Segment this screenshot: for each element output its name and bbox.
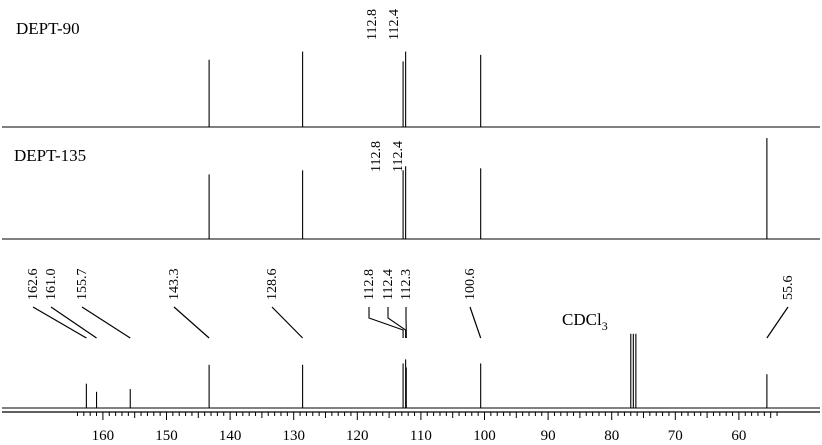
dept135-peak-labels: 112.8 112.4 [369, 141, 406, 172]
peak-label: 112.8 [362, 269, 377, 300]
peak-marker [368, 307, 404, 338]
peak-label: 100.6 [463, 269, 478, 301]
peak-marker [32, 306, 87, 339]
x-axis-tick-labels: 160 150 140 130 120 110 100 90 80 70 60 [92, 428, 747, 444]
peak-label: 128.6 [265, 269, 280, 301]
x-tick-label: 90 [541, 428, 556, 444]
peak-label: 112.4 [381, 269, 396, 300]
peak-label: 112.8 [369, 141, 384, 172]
x-tick-label: 160 [92, 428, 115, 444]
carbon13-panel: 162.6 161.0 155.7 143.3 128.6 112.8 112.4 112.3… [2, 269, 820, 409]
dept135-panel: DEPT-135 112.8 112.4 [2, 138, 820, 240]
peak-label: 112.8 [365, 9, 380, 40]
peak-label: 162.6 [26, 269, 41, 301]
x-tick-label: 70 [668, 428, 683, 444]
peak-marker [50, 306, 97, 339]
x-axis-ticks [76, 412, 778, 420]
x-tick-label: 60 [731, 428, 746, 444]
x-tick-label: 100 [473, 428, 496, 444]
peak-label: 155.7 [75, 269, 90, 301]
peak-label: 112.3 [399, 269, 414, 300]
solvent-label: CDCl3 [562, 310, 608, 333]
carbon13-peak-markers [32, 306, 789, 339]
peak-label: 143.3 [167, 269, 182, 301]
x-tick-label: 140 [219, 428, 242, 444]
x-tick-label: 150 [155, 428, 178, 444]
x-tick-label: 130 [282, 428, 305, 444]
dept90-peak-labels: 112.8 112.4 [365, 9, 402, 40]
dept90-title: DEPT-90 [16, 19, 80, 38]
peak-marker [387, 307, 407, 338]
peak-marker [173, 306, 210, 339]
peak-marker [81, 306, 131, 339]
dept90-panel: DEPT-90 112.8 112.4 [2, 9, 820, 128]
peak-label: 161.0 [44, 269, 59, 301]
x-tick-label: 80 [604, 428, 619, 444]
peak-label: 55.6 [781, 276, 796, 301]
dept135-title: DEPT-135 [14, 146, 86, 165]
carbon13-peaks [85, 333, 768, 408]
dept90-peaks [208, 51, 482, 127]
x-axis: 160 150 140 130 120 110 100 90 80 70 60 [2, 411, 820, 444]
peak-marker [766, 306, 789, 339]
peak-marker [271, 306, 304, 339]
x-tick-label: 120 [346, 428, 369, 444]
peak-marker [469, 306, 482, 339]
carbon13-peak-labels: 162.6 161.0 155.7 143.3 128.6 112.8 112.4 112.3… [26, 269, 796, 301]
x-tick-label: 110 [410, 428, 432, 444]
peak-label: 112.4 [391, 141, 406, 172]
dept135-peaks [208, 138, 768, 239]
peak-label: 112.4 [387, 9, 402, 40]
